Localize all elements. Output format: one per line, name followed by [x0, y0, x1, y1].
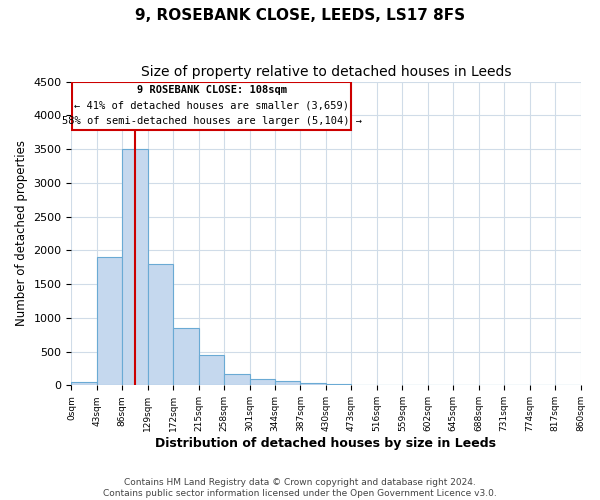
Text: 58% of semi-detached houses are larger (5,104) →: 58% of semi-detached houses are larger (…	[62, 116, 362, 126]
Bar	[97, 257, 122, 386]
Title: Size of property relative to detached houses in Leeds: Size of property relative to detached ho…	[141, 65, 511, 79]
Bar	[148, 264, 173, 386]
Text: 9, ROSEBANK CLOSE, LEEDS, LS17 8FS: 9, ROSEBANK CLOSE, LEEDS, LS17 8FS	[135, 8, 465, 22]
Bar	[326, 384, 352, 386]
Text: ← 41% of detached houses are smaller (3,659): ← 41% of detached houses are smaller (3,…	[74, 100, 349, 110]
Bar	[250, 378, 275, 386]
Bar	[275, 382, 301, 386]
Text: 9 ROSEBANK CLOSE: 108sqm: 9 ROSEBANK CLOSE: 108sqm	[137, 86, 287, 96]
X-axis label: Distribution of detached houses by size in Leeds: Distribution of detached houses by size …	[155, 437, 496, 450]
Bar	[199, 355, 224, 386]
Bar	[71, 382, 97, 386]
Bar	[224, 374, 250, 386]
Y-axis label: Number of detached properties: Number of detached properties	[15, 140, 28, 326]
Bar	[122, 149, 148, 386]
Text: Contains HM Land Registry data © Crown copyright and database right 2024.
Contai: Contains HM Land Registry data © Crown c…	[103, 478, 497, 498]
Bar	[173, 328, 199, 386]
FancyBboxPatch shape	[72, 82, 352, 130]
Bar	[301, 384, 326, 386]
